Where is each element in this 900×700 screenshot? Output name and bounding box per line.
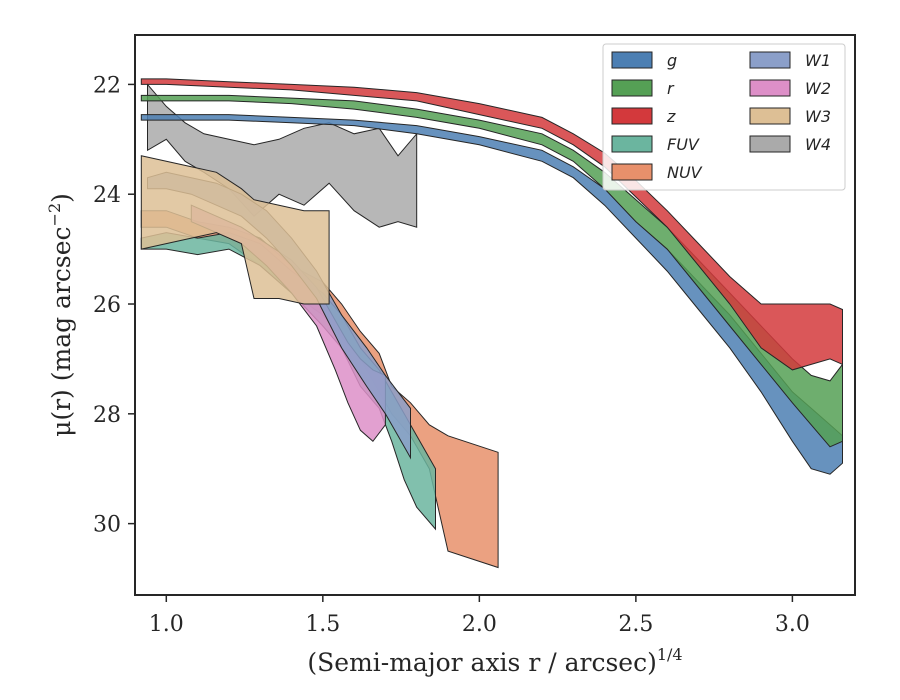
series-band-g [140, 114, 843, 475]
x-tick-label: 1.0 [149, 612, 184, 637]
x-tick-label: 1.5 [305, 612, 340, 637]
legend-label-FUV: FUV [667, 135, 700, 154]
plot-frame [134, 34, 856, 596]
legend-label-g: g [667, 51, 677, 70]
legend-label-W4: W4 [805, 135, 831, 154]
legend: grz FUV NUV W1 W2 W3 W4 [602, 43, 846, 191]
x-axis-label: (Semi-major axis r / arcsec)1/4 [307, 645, 682, 677]
y-tick-label: 26 [93, 293, 121, 318]
series-band-r [140, 94, 843, 448]
legend-label-W2: W2 [805, 79, 831, 98]
legend-label-W1: W1 [805, 51, 831, 70]
legend-swatch-W2 [749, 79, 791, 97]
legend-swatch-W4 [749, 135, 791, 153]
series-band-z [140, 78, 843, 371]
legend-label-r: r [667, 79, 675, 98]
x-tick-label: 3.0 [775, 612, 810, 637]
series-band-W3 [140, 155, 330, 305]
legend-swatch-W3 [749, 107, 791, 125]
legend-swatch-W1 [749, 51, 791, 69]
x-tick-label: 2.0 [462, 612, 497, 637]
y-tick-label: 24 [93, 183, 121, 208]
legend-label-NUV: NUV [667, 163, 703, 182]
legend-swatch-g [611, 51, 653, 69]
series-layer [140, 78, 843, 569]
y-axis-label: μ(r) (mag arcsec−2) [45, 193, 76, 437]
y-tick-label: 30 [93, 513, 121, 538]
legend-swatch-FUV [611, 135, 653, 153]
y-tick-label: 22 [93, 73, 121, 98]
legend-label-W3: W3 [805, 107, 831, 126]
y-tick-label: 28 [93, 403, 121, 428]
legend-swatch-r [611, 79, 653, 97]
tick-layer: 1.0 1.5 2.0 2.5 3.0 22 24 26 28 30 [93, 73, 810, 637]
legend-swatch-z [611, 107, 653, 125]
legend-label-z: z [666, 107, 676, 126]
x-tick-label: 2.5 [618, 612, 653, 637]
legend-swatch-NUV [611, 163, 653, 181]
